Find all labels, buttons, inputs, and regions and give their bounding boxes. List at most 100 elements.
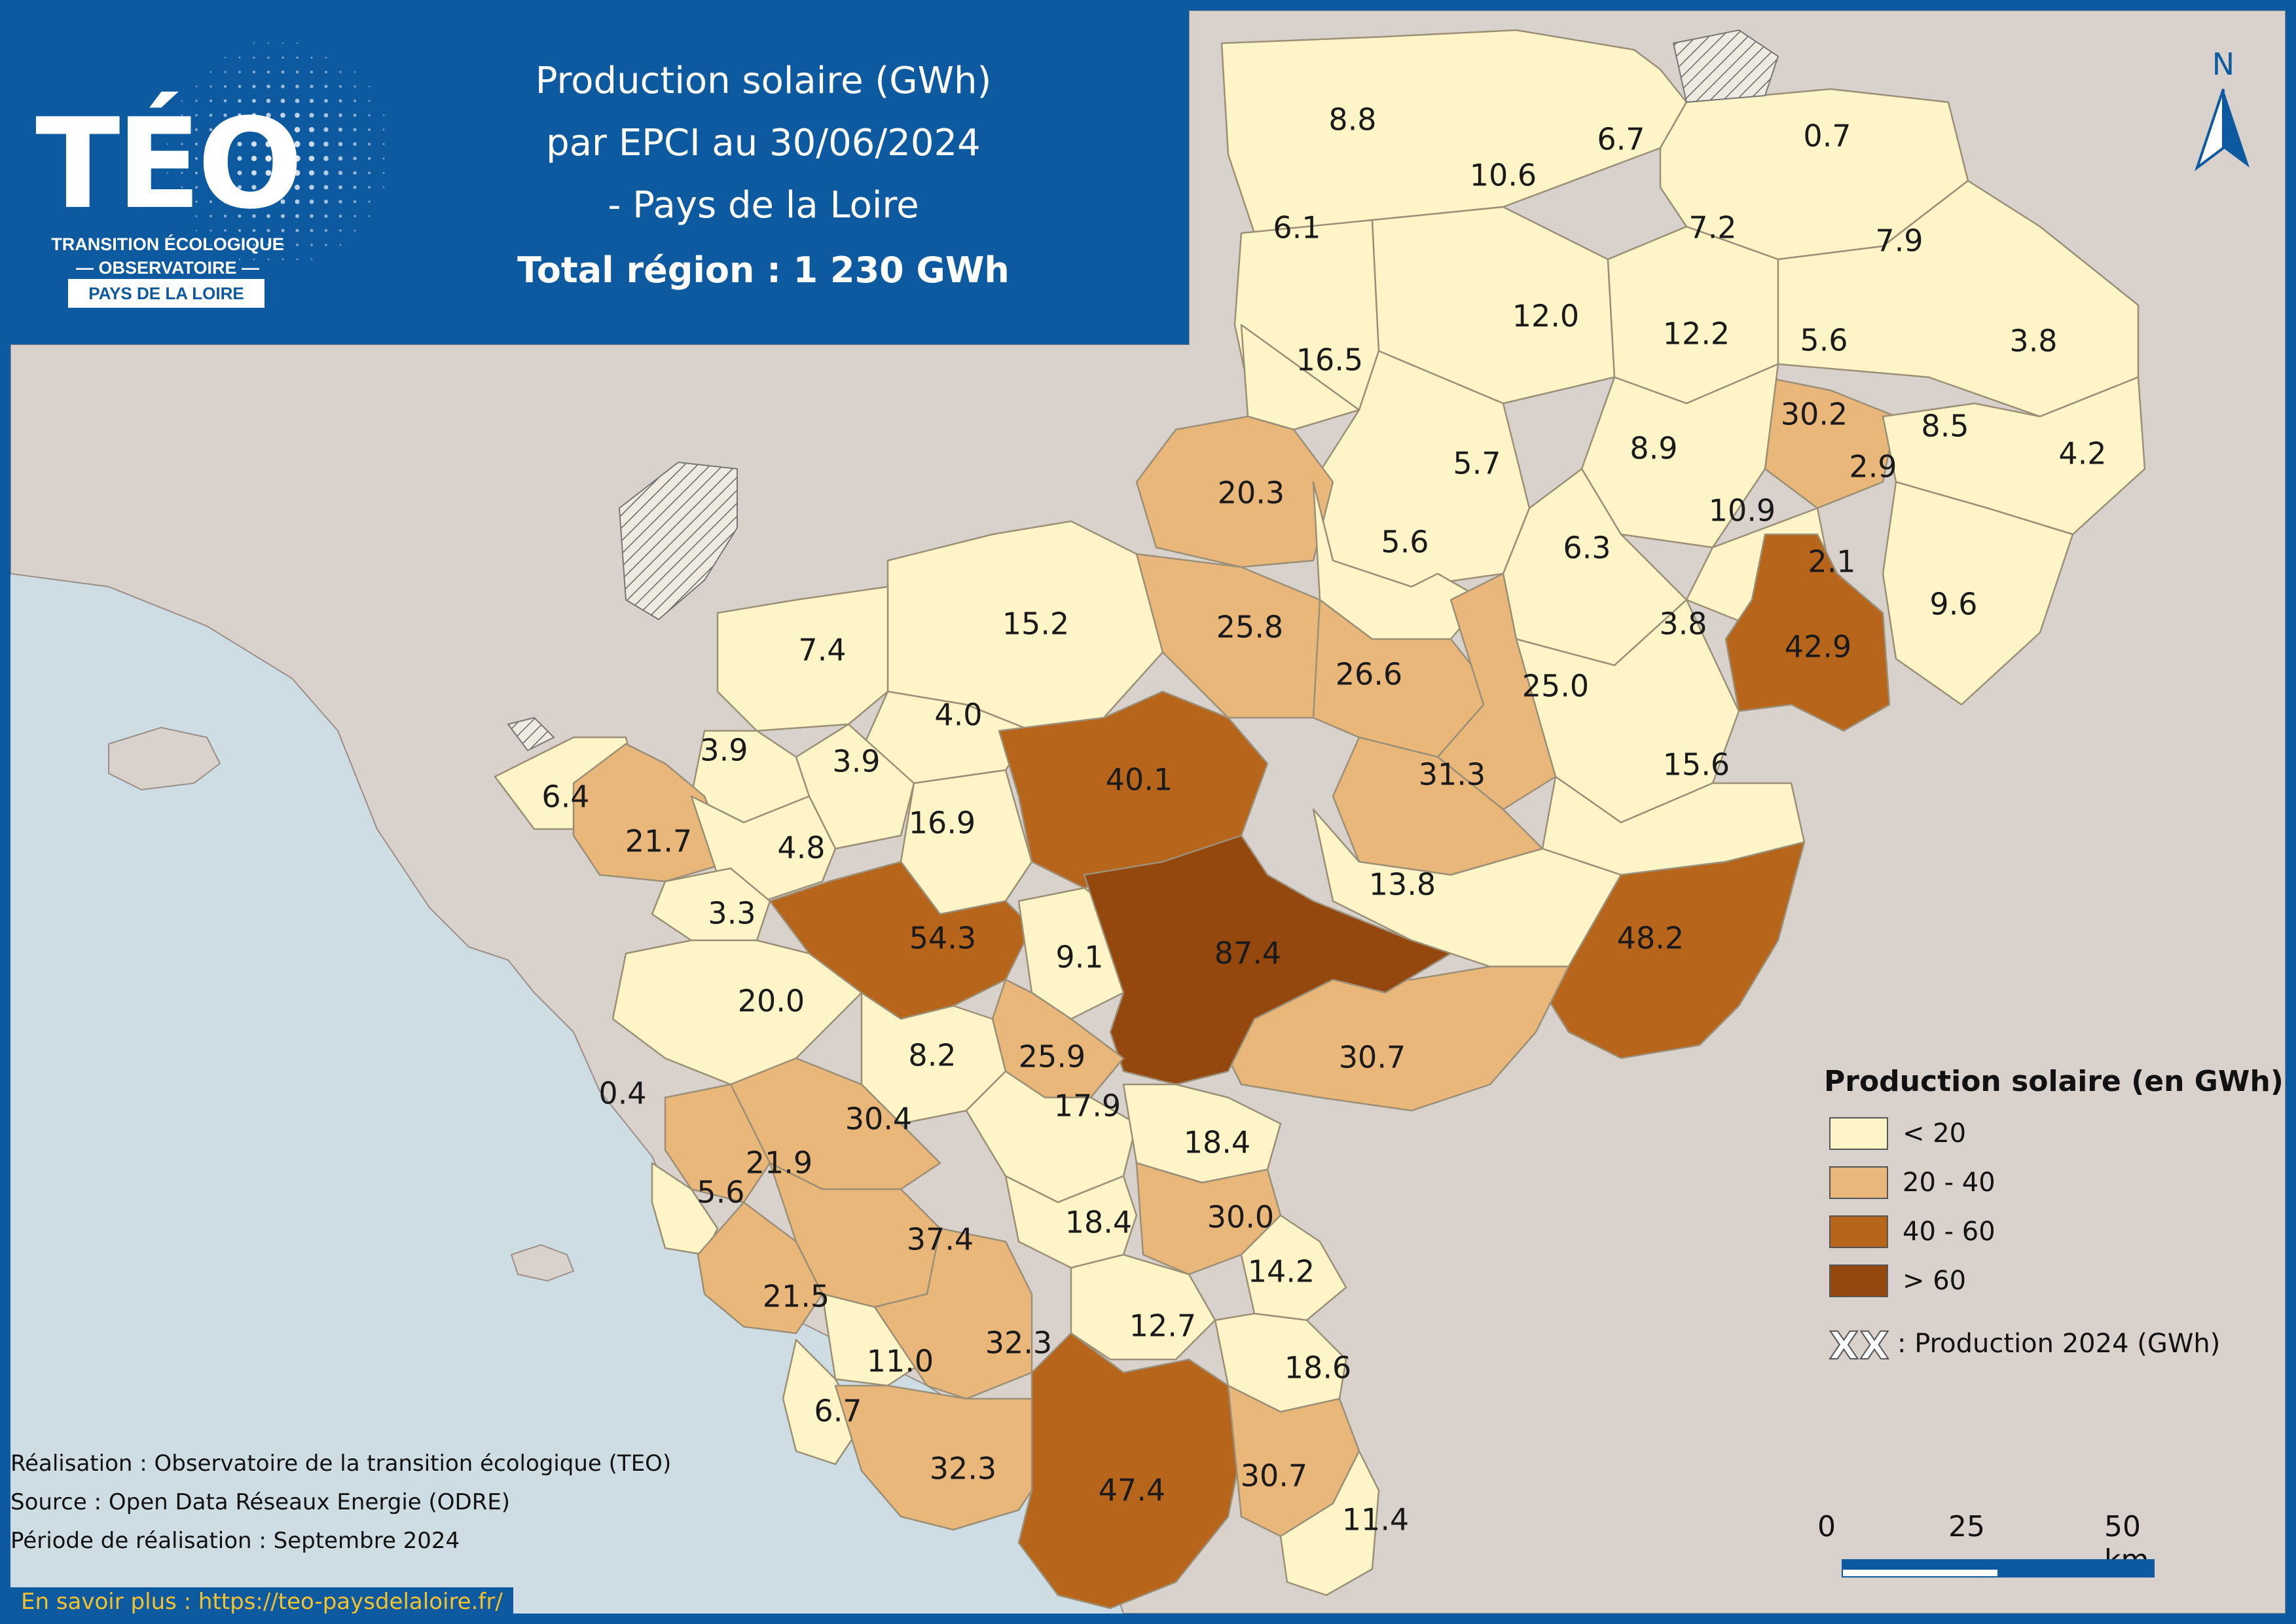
legend-swatch	[1829, 1166, 1888, 1199]
epci-value-label: 3.9	[700, 733, 748, 768]
credit-source: Source : Open Data Réseaux Energie (ODRE…	[10, 1489, 511, 1515]
epci-value-label: 6.7	[1597, 122, 1645, 157]
epci-value-label: 40.1	[1106, 762, 1173, 798]
epci-value-label: 4.8	[777, 830, 825, 866]
epci-value-label: 10.9	[1709, 493, 1776, 528]
epci-value-label: 48.2	[1617, 921, 1684, 956]
epci-value-label: 8.5	[1921, 409, 1969, 444]
epci-value-label: 5.7	[1453, 446, 1501, 481]
epci-value-label: 16.9	[909, 805, 975, 841]
epci-value-label: 37.4	[907, 1222, 974, 1257]
epci-value-label: 4.2	[2058, 436, 2106, 471]
epci-value-label: 3.8	[2009, 323, 2057, 359]
epci-value-label: 5.6	[1800, 323, 1848, 358]
epci-value-label: 42.9	[1785, 629, 1851, 665]
epci-value-label: 9.6	[1929, 587, 1977, 622]
epci-value-label: 21.7	[625, 824, 692, 859]
epci-value-label: 2.1	[1808, 544, 1855, 580]
logo-dots-icon	[166, 42, 385, 261]
hatched-area-north	[1672, 29, 1779, 103]
epci-value-label: 87.4	[1214, 936, 1281, 971]
epci-value-label: 8.9	[1630, 431, 1677, 466]
epci-value-label: 18.4	[1065, 1205, 1132, 1240]
epci-value-label: 25.8	[1216, 610, 1283, 645]
map-title: Production solaire (GWh) par EPCI au 30/…	[469, 50, 1058, 236]
epci-value-label: 7.4	[798, 633, 846, 668]
epci-value-label: 16.5	[1296, 342, 1363, 378]
epci-value-label: 47.4	[1099, 1473, 1165, 1508]
epci-value-label: 12.2	[1663, 316, 1730, 352]
logo-region-badge: PAYS DE LA LOIRE	[68, 279, 264, 308]
epci-value-label: 15.6	[1663, 747, 1730, 783]
scale-bar-graphic	[1842, 1559, 2155, 1578]
teo-logo: TÉO TRANSITION ÉCOLOGIQUE — OBSERVATOIRE…	[24, 42, 390, 318]
north-arrow: N	[2184, 37, 2263, 187]
legend-swatch	[1829, 1117, 1888, 1150]
epci-value-label: 9.1	[1055, 940, 1103, 975]
legend-label: 40 - 60	[1903, 1217, 1995, 1247]
epci-value-label: 25.0	[1522, 669, 1589, 704]
epci-value-label: 11.4	[1342, 1502, 1409, 1538]
logo-subtitle-2: — OBSERVATOIRE —	[75, 258, 260, 278]
epci-value-label: 21.9	[746, 1145, 812, 1181]
epci-value-label: 11.0	[867, 1344, 934, 1379]
epci-value-label: 15.2	[1002, 606, 1069, 642]
legend-symbol-sample: XX	[1829, 1323, 1891, 1369]
credit-periode: Période de réalisation : Septembre 2024	[10, 1528, 460, 1554]
epci-value-label: 12.0	[1512, 299, 1579, 334]
hatched-area-west	[618, 461, 738, 621]
scale-bar: 0 25 50 km	[1817, 1510, 2184, 1608]
credits: Réalisation : Observatoire de la transit…	[10, 1445, 862, 1560]
legend-label: 20 - 40	[1903, 1168, 1995, 1198]
epci-value-label: 18.6	[1285, 1350, 1351, 1386]
epci-value-label: 3.8	[1659, 606, 1707, 642]
epci-value-label: 10.6	[1470, 158, 1537, 193]
epci-value-label: 18.4	[1184, 1125, 1250, 1160]
epci-value-label: 4.0	[934, 697, 982, 733]
epci-value-label: 3.3	[708, 896, 756, 931]
epci-value-label: 13.8	[1369, 867, 1436, 902]
epci-value-label: 30.0	[1207, 1200, 1274, 1235]
region-total: Total région : 1 230 GWh	[517, 249, 1010, 291]
epci-value-label: 30.4	[845, 1101, 912, 1137]
epci-value-label: 30.2	[1781, 397, 1848, 432]
legend-swatch	[1829, 1264, 1888, 1297]
epci-value-label: 3.9	[832, 744, 880, 779]
north-arrow-icon: N	[2195, 46, 2250, 172]
epci-value-label: 31.3	[1419, 757, 1485, 792]
epci-value-label: 2.9	[1849, 449, 1897, 485]
scale-label-0: 0	[1817, 1510, 1836, 1543]
more-info-link[interactable]: En savoir plus : https://teo-paysdelaloi…	[10, 1587, 513, 1614]
epci-value-label: 20.3	[1218, 475, 1285, 511]
epci-value-label: 8.2	[908, 1038, 956, 1073]
epci-value-label: 5.6	[1381, 525, 1429, 560]
map-title-line-2: par EPCI au 30/06/2024	[546, 122, 981, 164]
epci-value-label: 30.7	[1339, 1040, 1406, 1075]
epci-value-label: 17.9	[1054, 1088, 1121, 1124]
epci-value-label: 26.6	[1336, 657, 1402, 692]
epci-value-label: 12.7	[1129, 1308, 1196, 1344]
legend-swatch	[1829, 1215, 1888, 1248]
epci-value-label: 7.9	[1875, 223, 1923, 259]
map-title-line-1: Production solaire (GWh)	[535, 60, 992, 102]
map-title-line-3: - Pays de la Loire	[608, 184, 919, 227]
logo-wordmark: TÉO	[35, 92, 303, 236]
legend-symbol-label: : Production 2024 (GWh)	[1897, 1329, 2221, 1359]
epci-value-label: 7.2	[1688, 210, 1736, 246]
epci-value-label: 25.9	[1019, 1039, 1085, 1075]
hatched-area-small	[507, 716, 555, 752]
logo-subtitle-1: TRANSITION ÉCOLOGIQUE	[51, 234, 284, 254]
epci-value-label: 54.3	[909, 921, 976, 956]
epci-value-label: 6.7	[814, 1393, 862, 1429]
epci-value-label: 32.3	[985, 1325, 1052, 1361]
legend-title: Production solaire (en GWh)	[1824, 1065, 2284, 1098]
scale-label-25: 25	[1948, 1510, 1985, 1543]
epci-value-label: 30.7	[1241, 1458, 1307, 1494]
epci-value-label: 0.4	[598, 1076, 646, 1111]
epci-value-label: 32.3	[930, 1451, 996, 1486]
epci-value-label: 0.7	[1803, 119, 1851, 154]
epci-value-label: 21.5	[763, 1279, 829, 1314]
island-yeu	[510, 1244, 575, 1282]
credit-realisation: Réalisation : Observatoire de la transit…	[10, 1450, 672, 1477]
legend-label: < 20	[1903, 1118, 1967, 1149]
